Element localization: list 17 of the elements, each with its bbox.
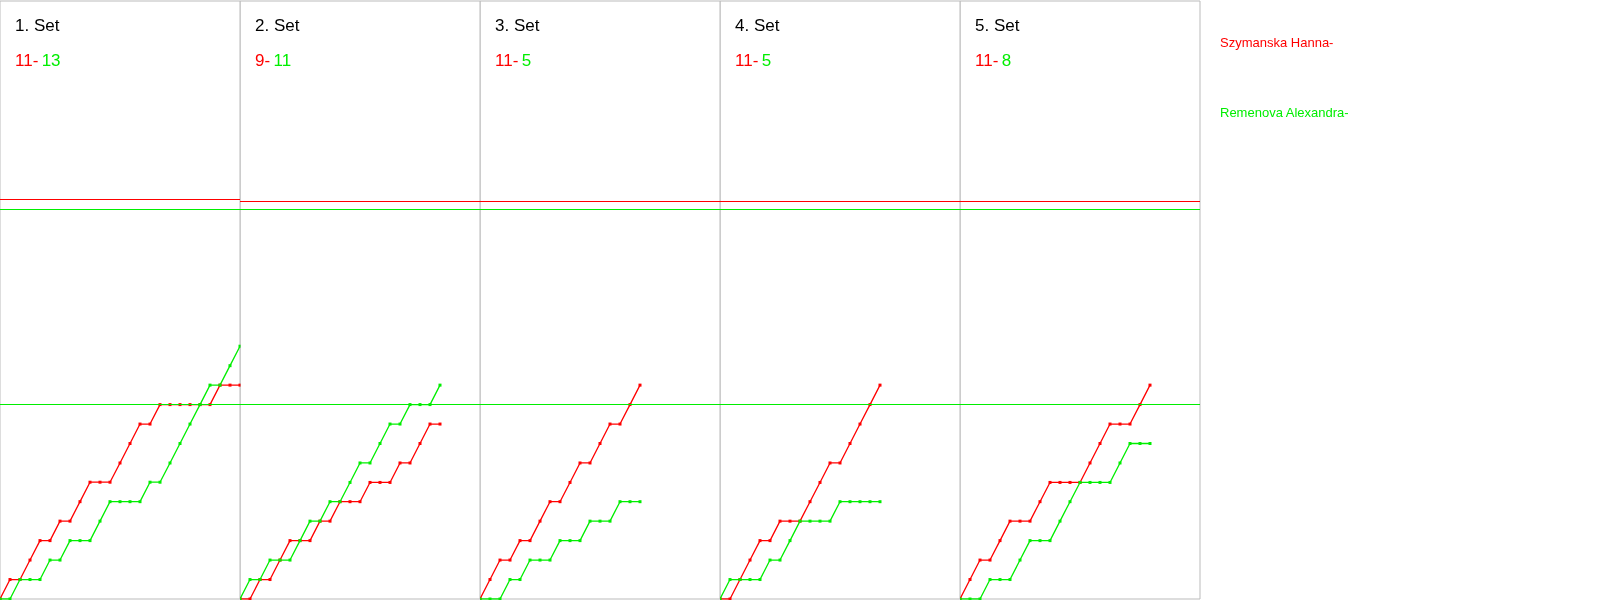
text: 11 xyxy=(273,51,292,70)
chart-title: 2. Set xyxy=(255,16,300,35)
text: 11- xyxy=(495,51,519,70)
text: 11- xyxy=(15,51,39,70)
text: 5 xyxy=(761,51,772,70)
text: Szymanska Hanna- xyxy=(1220,35,1334,50)
chart-title: 5. Set xyxy=(975,16,1020,35)
text: 9- xyxy=(255,51,271,70)
text: 5 xyxy=(521,51,532,70)
text: 13 xyxy=(41,51,61,70)
text: Remenova Alexandra- xyxy=(1220,105,1349,120)
chart-title: 4. Set xyxy=(735,16,780,35)
text: 8 xyxy=(1001,51,1012,70)
text: 11- xyxy=(735,51,759,70)
text: 11- xyxy=(975,51,999,70)
chart-title: 3. Set xyxy=(495,16,540,35)
chart-title: 1. Set xyxy=(15,16,60,35)
